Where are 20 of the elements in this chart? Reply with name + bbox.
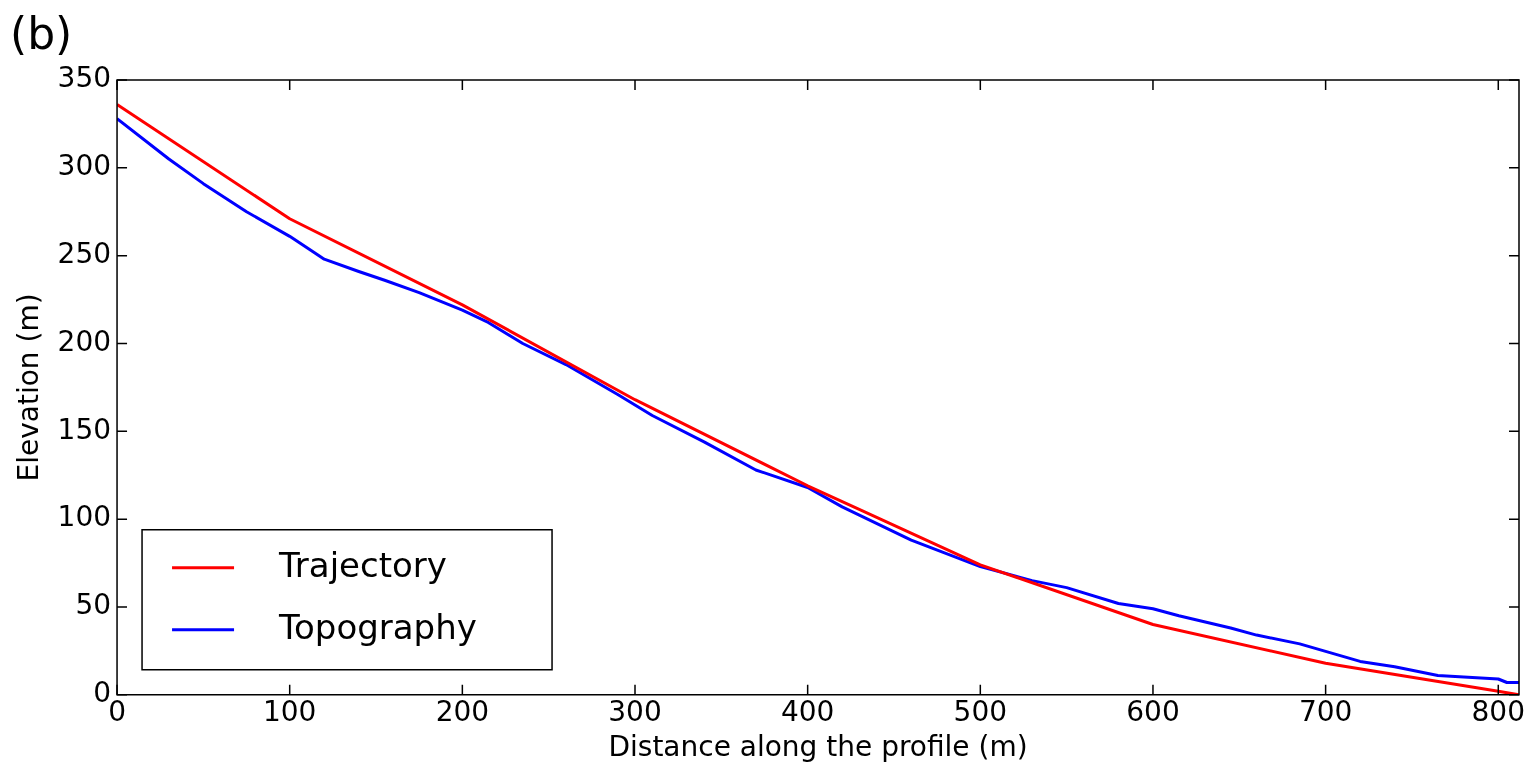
y-tick-label: 50 [75, 588, 112, 622]
x-tick-label: 800 [1471, 694, 1525, 728]
y-tick-label: 200 [57, 324, 112, 358]
x-tick-label: 400 [780, 694, 835, 728]
x-axis-title: Distance along the profile (m) [608, 730, 1028, 764]
y-tick-label: 350 [57, 61, 112, 95]
x-tick-label: 600 [1126, 694, 1180, 728]
y-tick-label: 300 [57, 149, 112, 183]
y-axis-title: Elevation (m) [12, 293, 46, 482]
x-tick-label: 200 [435, 694, 490, 728]
text: (b) [10, 8, 73, 59]
y-tick-label: 100 [57, 500, 112, 534]
x-tick-label: 700 [1298, 694, 1353, 728]
x-tick-label: 500 [953, 694, 1008, 728]
legend-label: Topography [278, 606, 477, 647]
x-tick-label: 100 [262, 694, 317, 728]
x-tick-label: 300 [608, 694, 662, 728]
y-tick-label: 150 [57, 412, 112, 446]
y-tick-label: 250 [57, 236, 112, 270]
legend-label: Trajectory [278, 544, 447, 585]
